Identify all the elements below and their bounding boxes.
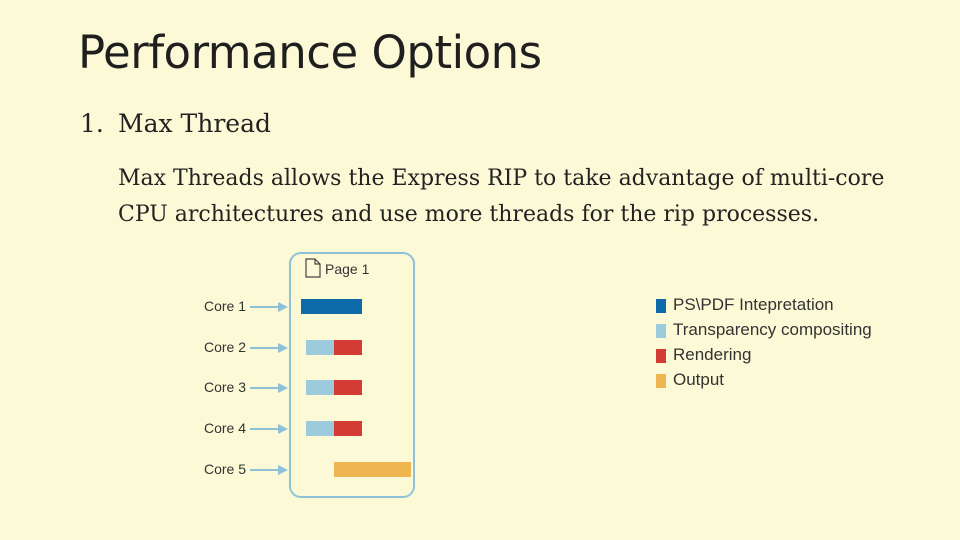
list-item-title: Max Thread: [118, 109, 271, 138]
core-label-5: Core 5: [203, 461, 246, 477]
core-2-transparency-bar: [306, 340, 334, 355]
arrow-right-icon: [250, 343, 288, 353]
legend-label: Rendering: [673, 345, 752, 364]
legend-label: Transparency compositing: [673, 320, 872, 339]
core-4-transparency-bar: [306, 421, 334, 436]
core-5-output-bar: [334, 462, 411, 477]
list-item-number: 1.: [80, 109, 104, 138]
core-1-ps-pdf-bar: [301, 299, 362, 314]
legend-swatch: [656, 349, 666, 363]
legend-swatch: [656, 324, 666, 338]
arrow-right-icon: [250, 465, 288, 475]
arrow-right-icon: [250, 302, 288, 312]
document-icon: [305, 258, 321, 278]
slide-title: Performance Options: [78, 26, 542, 79]
core-label-3: Core 3: [203, 379, 246, 395]
legend-swatch: [656, 299, 666, 313]
legend-swatch: [656, 374, 666, 388]
body-paragraph: Max Threads allows the Express RIP to ta…: [118, 166, 885, 227]
arrow-right-icon: [250, 424, 288, 434]
page-container: [289, 252, 415, 498]
core-label-4: Core 4: [203, 420, 246, 436]
core-2-rendering-bar: [334, 340, 362, 355]
core-label-2: Core 2: [203, 339, 246, 355]
core-3-rendering-bar: [334, 380, 362, 395]
page-label: Page 1: [325, 261, 370, 277]
core-4-rendering-bar: [334, 421, 362, 436]
legend-label: PS\PDF Intepretation: [673, 295, 834, 314]
core-3-transparency-bar: [306, 380, 334, 395]
core-label-1: Core 1: [203, 298, 246, 314]
legend-label: Output: [673, 370, 725, 389]
arrow-right-icon: [250, 383, 288, 393]
